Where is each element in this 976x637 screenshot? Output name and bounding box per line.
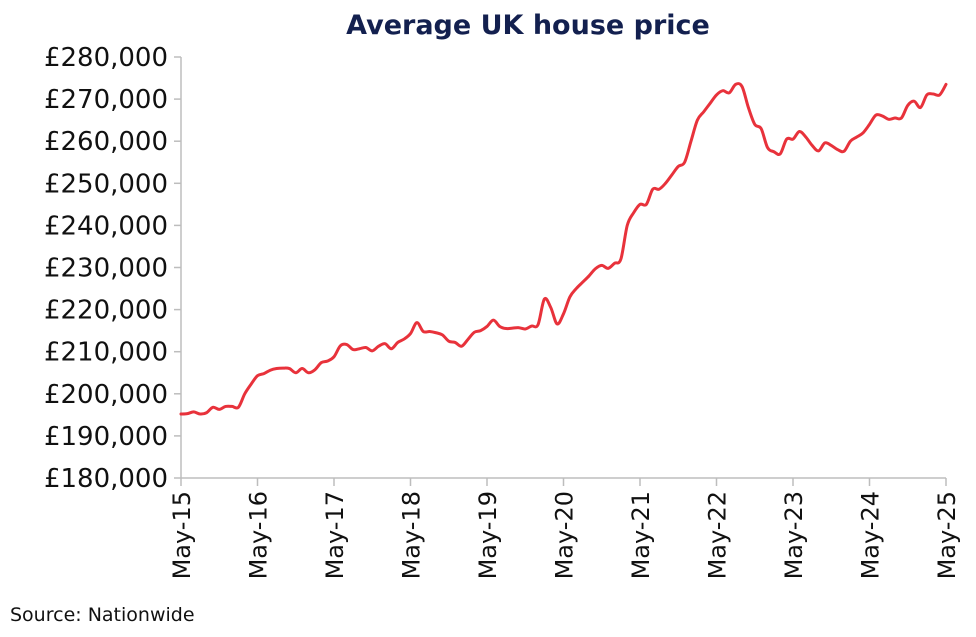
y-tick-label: £230,000: [44, 254, 168, 284]
x-tick-label: May-22: [704, 491, 732, 579]
y-axis: £180,000 £190,000 £200,000 £210,000 £220,000…: [44, 43, 182, 494]
x-tick-label: May-24: [857, 491, 885, 579]
y-tick-label: £280,000: [44, 43, 168, 73]
y-tick-label: £180,000: [44, 464, 168, 494]
y-tick-label: £270,000: [44, 85, 168, 115]
house-price-series-line: [179, 82, 948, 416]
source-note: Source: Nationwide: [10, 604, 195, 626]
y-tick-label: £260,000: [44, 127, 168, 157]
y-tick-label: £190,000: [44, 422, 168, 452]
y-tick-label: £200,000: [44, 380, 168, 410]
y-tick-label: £240,000: [44, 211, 168, 241]
y-tick-label: £220,000: [44, 296, 168, 326]
y-tick-label: £210,000: [44, 338, 168, 368]
x-tick-label: May-16: [245, 491, 273, 579]
x-tick-label: May-21: [627, 491, 655, 579]
x-tick-label: May-20: [551, 491, 579, 579]
x-tick-label: May-23: [780, 491, 808, 579]
chart-title: Average UK house price: [346, 10, 710, 41]
x-tick-label: May-17: [321, 491, 349, 579]
series-layer: [179, 82, 948, 416]
x-tick-label: May-18: [398, 491, 426, 579]
x-axis: May-15 May-16 May-17 May-18 May-19 May-20 May-…: [168, 477, 961, 579]
y-tick-label: £250,000: [44, 169, 168, 199]
x-tick-label: May-19: [474, 491, 502, 579]
x-tick-label: May-25: [933, 491, 961, 579]
x-tick-label: May-15: [168, 491, 196, 579]
